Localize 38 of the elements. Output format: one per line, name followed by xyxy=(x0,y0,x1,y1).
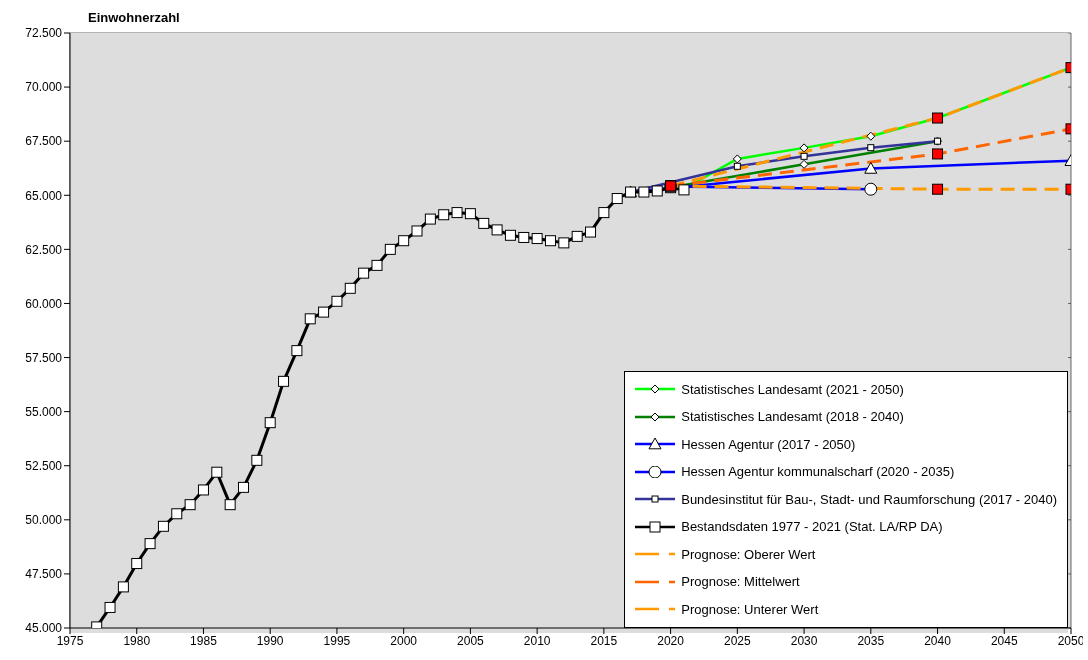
y-tick-label: 57.500 xyxy=(25,350,63,365)
y-tick-label: 67.500 xyxy=(25,134,63,149)
x-tick-label: 2030 xyxy=(790,633,818,648)
x-tick-label: 1985 xyxy=(190,633,218,648)
y-axis-title: Einwohnerzahl xyxy=(88,10,180,25)
legend-label: Hessen Agentur kommunalscharf (2020 - 2035) xyxy=(681,464,955,480)
y-tick-label: 72.500 xyxy=(25,26,63,41)
legend-label: Prognose: Unterer Wert xyxy=(681,601,819,617)
y-tick-label: 52.500 xyxy=(25,458,63,473)
y-tick-label: 45.000 xyxy=(25,621,63,636)
legend-label: Statistisches Landesamt (2018 - 2040) xyxy=(681,409,904,425)
x-tick-label: 1990 xyxy=(256,633,284,648)
x-tick-label: 2000 xyxy=(390,633,418,648)
x-tick-label: 2015 xyxy=(590,633,618,648)
y-tick-label: 47.500 xyxy=(25,567,63,582)
x-tick-label: 2020 xyxy=(657,633,685,648)
x-tick-label: 2050 xyxy=(1057,633,1085,648)
x-tick-label: 1980 xyxy=(123,633,151,648)
x-tick-label: 1975 xyxy=(56,633,84,648)
x-tick-label: 2025 xyxy=(723,633,751,648)
x-tick-label: 2045 xyxy=(990,633,1018,648)
y-tick-label: 62.500 xyxy=(25,242,63,257)
y-tick-label: 70.000 xyxy=(25,80,63,95)
legend-label: Hessen Agentur (2017 - 2050) xyxy=(681,436,856,452)
x-tick-label: 2040 xyxy=(924,633,952,648)
x-tick-label: 2005 xyxy=(457,633,485,648)
y-tick-label: 65.000 xyxy=(25,188,63,203)
legend-label: Prognose: Mittelwert xyxy=(681,574,800,590)
y-tick-label: 55.000 xyxy=(25,404,63,419)
legend-label: Prognose: Oberer Wert xyxy=(681,546,816,562)
y-tick-label: 50.000 xyxy=(25,513,63,528)
legend-label: Statistisches Landesamt (2021 - 2050) xyxy=(681,381,904,397)
x-tick-label: 2010 xyxy=(523,633,551,648)
x-tick-label: 2035 xyxy=(857,633,885,648)
y-tick-label: 60.000 xyxy=(25,296,63,311)
legend-label: Bestandsdaten 1977 - 2021 (Stat. LA/RP DA) xyxy=(681,519,943,535)
x-tick-label: 1995 xyxy=(323,633,351,648)
legend-label: Bundesinstitut für Bau-, Stadt- und Raumforschung (2017 - 2040) xyxy=(681,491,1057,507)
